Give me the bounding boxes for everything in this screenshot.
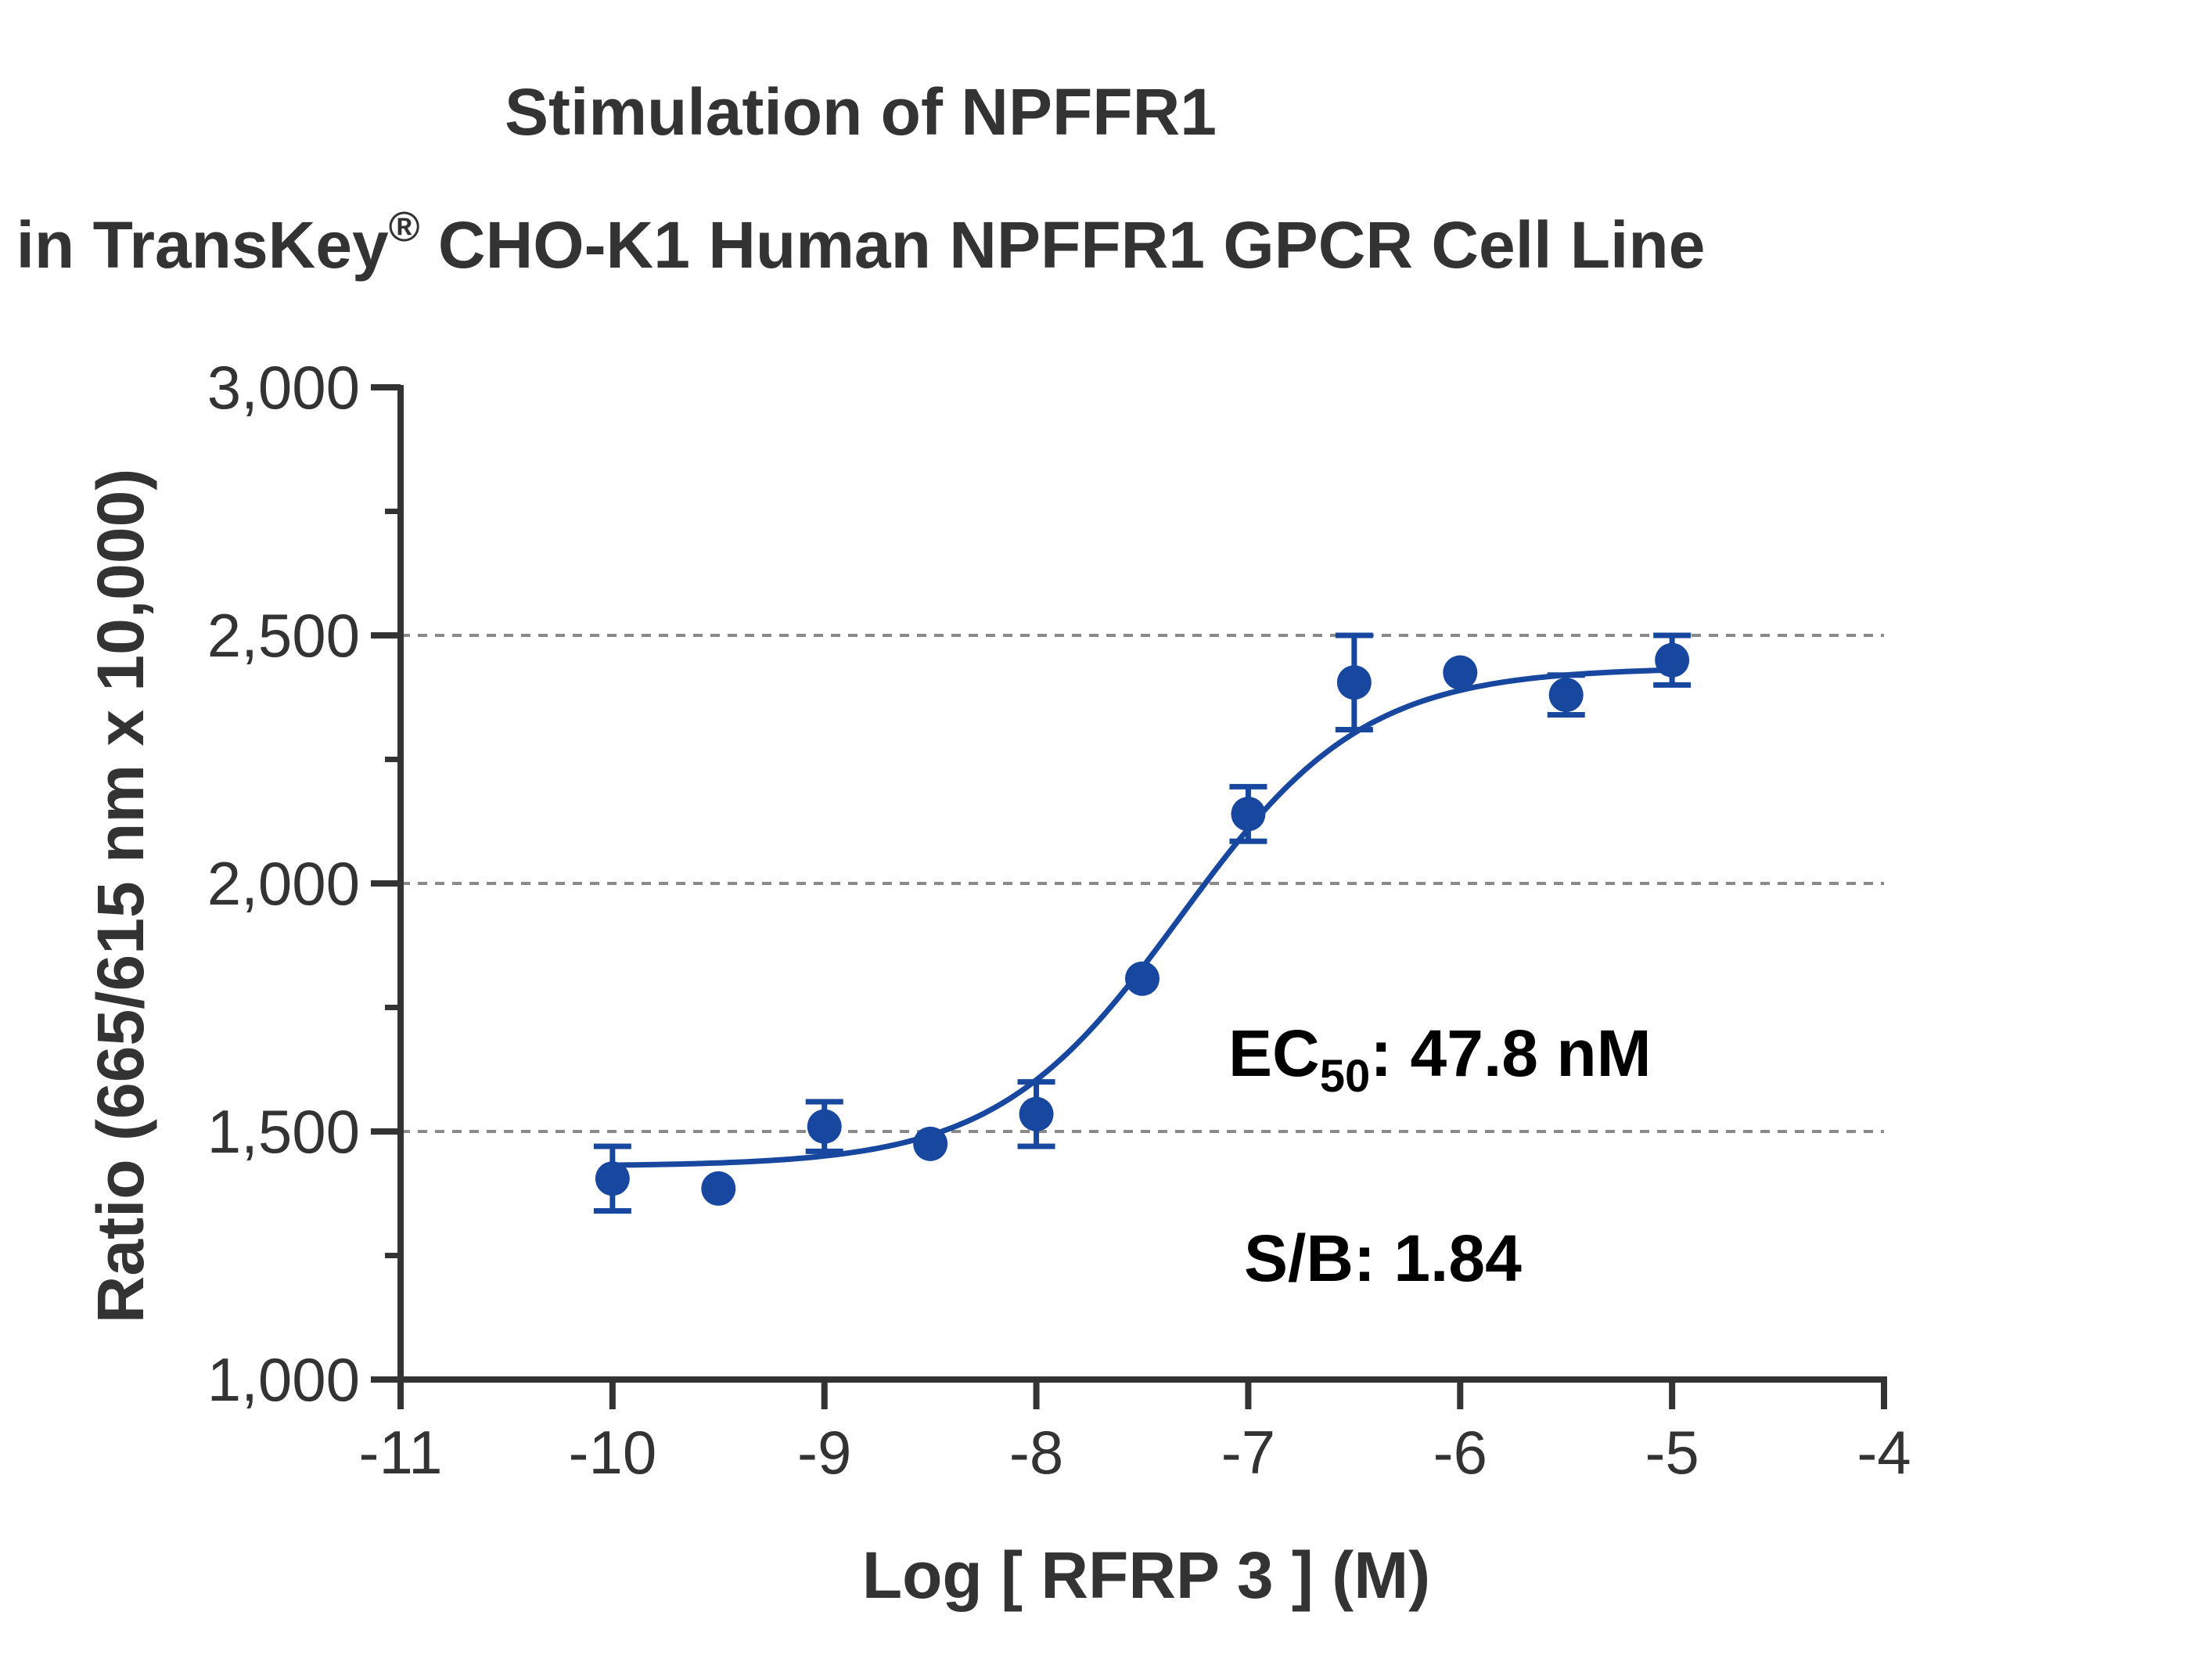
y-tick-label: 2,500 bbox=[207, 601, 360, 670]
data-point bbox=[807, 1109, 842, 1144]
ec50-pre: EC bbox=[1228, 1016, 1320, 1090]
fit-curve bbox=[612, 667, 1673, 1168]
y-tick-label: 2,000 bbox=[207, 849, 360, 918]
fit-curve-layer bbox=[612, 667, 1673, 1168]
x-tick-label: -4 bbox=[1857, 1418, 1911, 1487]
ec50-sub: 50 bbox=[1320, 1051, 1371, 1102]
data-point bbox=[1125, 961, 1160, 996]
x-axis-label: Log [ RFRP 3 ] (M) bbox=[862, 1538, 1430, 1612]
x-axis-ticks: -11 -10 -9 -8 -7 -6 -5 -4 bbox=[359, 1380, 1911, 1487]
gridlines bbox=[401, 634, 1884, 1133]
x-tick-label: -5 bbox=[1645, 1418, 1699, 1487]
sb-annotation: S/B: 1.84 bbox=[1244, 1221, 1522, 1295]
data-point bbox=[1655, 642, 1690, 678]
data-point bbox=[595, 1161, 630, 1196]
title-line2-post: CHO-K1 Human NPFFR1 GPCR Cell Line bbox=[420, 208, 1706, 282]
data-points bbox=[595, 642, 1690, 1206]
chart-title-line2: in TransKey® CHO-K1 Human NPFFR1 GPCR Ce… bbox=[16, 203, 1706, 282]
data-point bbox=[913, 1126, 948, 1161]
ec50-post: : 47.8 nM bbox=[1370, 1016, 1651, 1090]
x-tick-label: -10 bbox=[568, 1418, 656, 1487]
x-tick-label: -6 bbox=[1433, 1418, 1487, 1487]
data-point bbox=[1336, 665, 1372, 700]
y-axis-ticks: 1,000 1,500 2,000 2,500 3,000 bbox=[207, 353, 401, 1414]
data-point bbox=[701, 1171, 736, 1206]
y-axis-label: Ratio (665/615 nm x 10,000) bbox=[84, 469, 157, 1324]
data-point bbox=[1019, 1096, 1054, 1131]
x-tick-label: -9 bbox=[797, 1418, 851, 1487]
x-tick-label: -11 bbox=[359, 1418, 443, 1487]
title-line2-pre: in TransKey bbox=[16, 208, 389, 282]
y-tick-label: 3,000 bbox=[207, 353, 360, 422]
chart-title-line1: Stimulation of NPFFR1 bbox=[505, 75, 1217, 149]
data-point bbox=[1548, 678, 1584, 713]
data-point bbox=[1231, 797, 1266, 832]
y-tick-label: 1,500 bbox=[207, 1097, 360, 1166]
x-tick-label: -7 bbox=[1221, 1418, 1275, 1487]
x-tick-label: -8 bbox=[1009, 1418, 1063, 1487]
data-point bbox=[1443, 655, 1478, 690]
error-bars bbox=[593, 632, 1692, 1214]
registered-mark: ® bbox=[389, 203, 420, 250]
ec50-annotation: EC50: 47.8 nM bbox=[1228, 1016, 1652, 1102]
y-tick-label: 1,000 bbox=[207, 1345, 360, 1414]
